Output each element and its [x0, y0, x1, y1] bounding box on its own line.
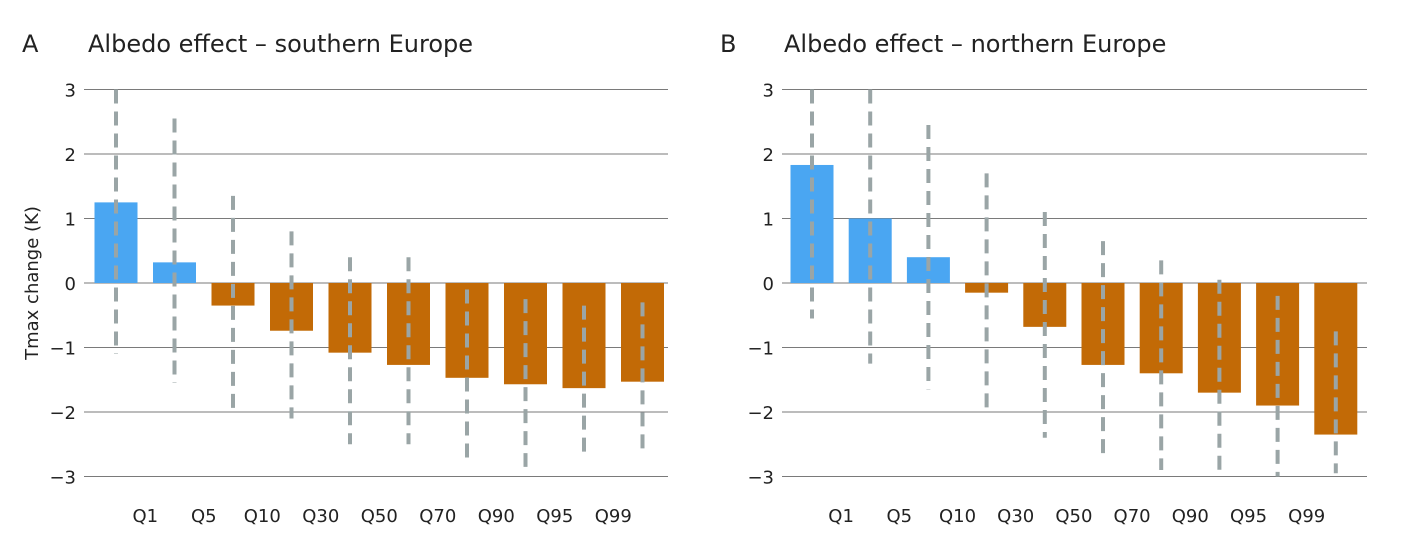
x-tick-label: Q5: [191, 506, 217, 527]
y-tick-label: −2: [747, 403, 774, 424]
panel-b: B Albedo effect – northern Europe 3 2 1 0 −1…: [700, 0, 1400, 544]
x-tick-label: Q1: [828, 506, 854, 527]
x-tick-label: Q70: [419, 506, 456, 527]
x-tick-label: Q10: [939, 506, 976, 527]
bars: [790, 164, 1358, 435]
y-tick-labels: 3 2 1 0 −1 −2 −3: [49, 81, 76, 489]
y-tick-label: −3: [49, 468, 76, 489]
y-tick-label: 1: [65, 210, 76, 231]
chart-title: Albedo effect – southern Europe: [88, 30, 473, 58]
y-tick-label: 2: [65, 145, 76, 166]
x-tick-label: Q50: [361, 506, 398, 527]
bars: [94, 202, 664, 389]
x-tick-label: Q95: [1230, 506, 1267, 527]
x-tick-label: Q10: [244, 506, 281, 527]
x-tick-label: Q1: [132, 506, 158, 527]
whiskers: [114, 89, 645, 467]
y-tick-label: −3: [747, 468, 774, 489]
whiskers: [810, 89, 1338, 477]
y-tick-label: 0: [763, 274, 774, 295]
x-tick-label: Q50: [1055, 506, 1092, 527]
bar: [328, 283, 372, 353]
x-tick-label: Q30: [997, 506, 1034, 527]
x-tick-labels: Q1 Q5 Q10 Q30 Q50 Q70 Q90 Q95 Q99: [132, 506, 631, 527]
y-tick-labels: 3 2 1 0 −1 −2 −3: [747, 81, 774, 489]
y-axis-label: Tmax change (K): [22, 206, 43, 361]
y-tick-label: 1: [763, 210, 774, 231]
y-tick-label: −1: [49, 339, 76, 360]
y-tick-label: −1: [747, 339, 774, 360]
chart-title: Albedo effect – northern Europe: [784, 30, 1166, 58]
panel-a: A Albedo effect – southern Europe Tmax c…: [0, 0, 700, 544]
y-tick-label: 3: [65, 81, 76, 102]
y-tick-label: −2: [49, 403, 76, 424]
x-tick-label: Q5: [886, 506, 912, 527]
y-tick-label: 2: [763, 145, 774, 166]
chart-northern-europe: B Albedo effect – northern Europe 3 2 1 0 −1…: [720, 30, 1367, 527]
grid-lines: [782, 89, 1367, 477]
panel-letter: A: [22, 30, 39, 58]
x-tick-label: Q90: [478, 506, 515, 527]
x-tick-labels: Q1 Q5 Q10 Q30 Q50 Q70 Q90 Q95 Q99: [828, 506, 1325, 527]
x-tick-label: Q99: [1288, 506, 1325, 527]
x-tick-label: Q30: [302, 506, 339, 527]
y-tick-label: 0: [65, 274, 76, 295]
panel-letter: B: [720, 30, 736, 58]
x-tick-label: Q70: [1114, 506, 1151, 527]
x-tick-label: Q90: [1172, 506, 1209, 527]
x-tick-label: Q99: [595, 506, 632, 527]
y-tick-label: 3: [763, 81, 774, 102]
x-tick-label: Q95: [536, 506, 573, 527]
chart-southern-europe: A Albedo effect – southern Europe Tmax c…: [22, 30, 668, 527]
